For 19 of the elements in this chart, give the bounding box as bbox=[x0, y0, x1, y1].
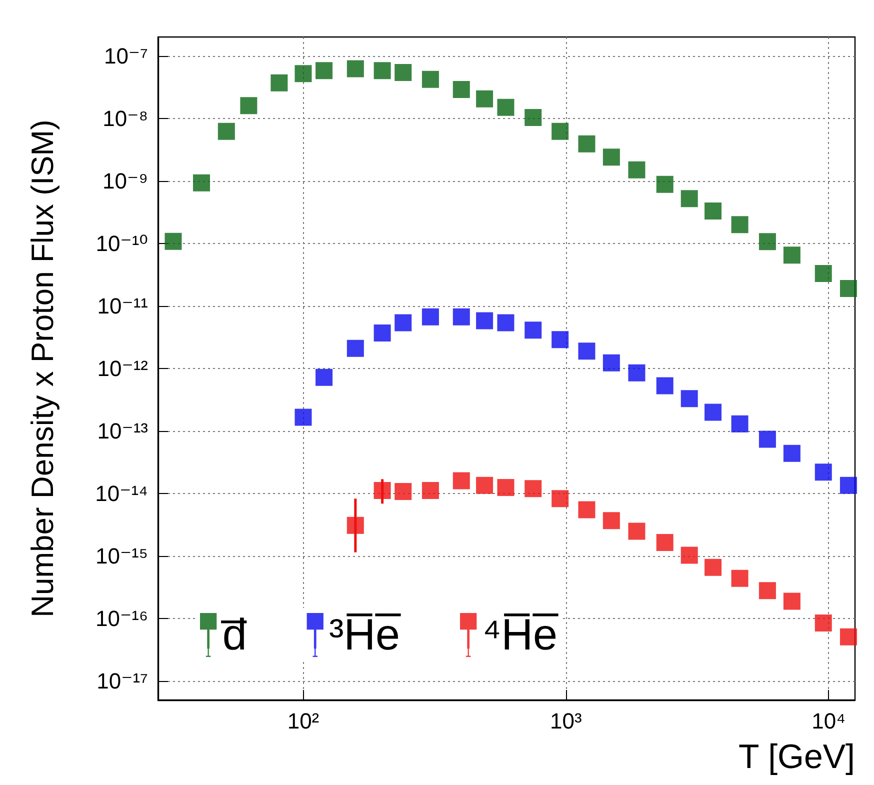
x-tick-label: 10³ bbox=[550, 708, 582, 734]
y-tick-label: 10⁻¹³ bbox=[97, 418, 148, 444]
y-tick-label: 10⁻¹⁶ bbox=[96, 606, 148, 632]
x-tick-label: 10⁴ bbox=[812, 708, 846, 734]
y-tick-label: 10⁻⁸ bbox=[102, 106, 148, 131]
y-tick-label: 10⁻¹⁰ bbox=[96, 230, 148, 256]
y-tick-label: 10⁻⁷ bbox=[104, 43, 148, 68]
y-tick-label: 10⁻⁹ bbox=[102, 168, 148, 194]
y-tick-label: 10⁻¹⁵ bbox=[95, 544, 148, 569]
legend-label: ³H̅e̅ bbox=[329, 610, 402, 660]
y-tick-label: 10⁻¹¹ bbox=[97, 293, 148, 318]
x-axis-title: T [GeV] bbox=[738, 738, 855, 776]
y-axis-title: Number Density x Proton Flux (ISM) bbox=[25, 120, 60, 618]
y-tick-label: 10⁻¹² bbox=[97, 356, 148, 381]
x-tick-label: 10² bbox=[287, 708, 320, 734]
legend-label: ⁴H̅e̅ bbox=[482, 610, 558, 660]
y-tick-label: 10⁻¹⁷ bbox=[96, 668, 148, 694]
legend-label: d̅ bbox=[220, 610, 247, 660]
y-tick-label: 10⁻¹⁴ bbox=[95, 481, 148, 506]
